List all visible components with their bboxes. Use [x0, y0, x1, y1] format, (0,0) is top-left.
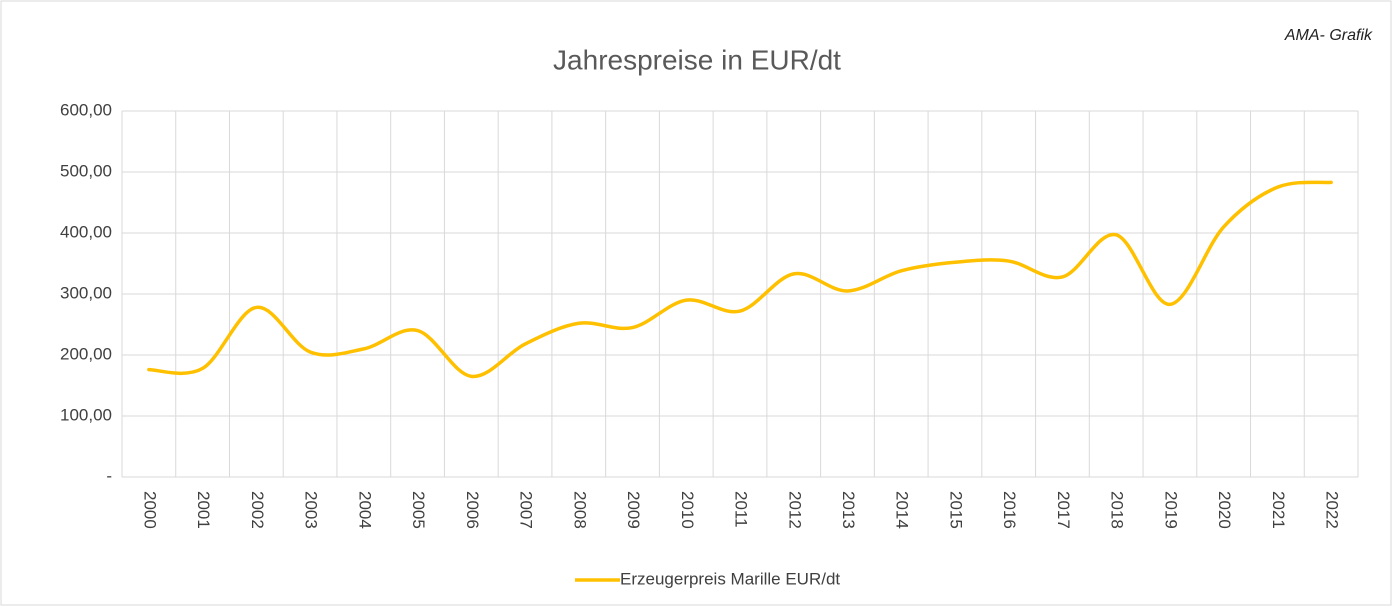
x-tick-label: 2012	[785, 491, 804, 529]
x-tick-label: 2003	[302, 491, 321, 529]
x-tick-label: 2004	[355, 491, 374, 529]
x-tick-label: 2007	[517, 491, 536, 529]
x-tick-label: 2008	[570, 491, 589, 529]
y-tick-label: -	[106, 466, 112, 485]
line	[147, 180, 1333, 379]
x-tick-label: 2011	[732, 491, 751, 528]
y-tick-label: 100,00	[60, 405, 112, 424]
x-tick-label: 2009	[624, 491, 643, 529]
y-tick-label: 200,00	[60, 344, 112, 363]
legend-label: Erzeugerpreis Marille EUR/dt	[620, 569, 840, 588]
x-tick-label: 2002	[248, 491, 267, 529]
x-tick-label: 2001	[194, 491, 213, 529]
x-tick-label: 2014	[893, 491, 912, 529]
x-tick-label: 2006	[463, 491, 482, 529]
x-tick-label: 2018	[1108, 491, 1127, 529]
x-tick-label: 2022	[1323, 491, 1342, 529]
x-tick-label: 2010	[678, 491, 697, 529]
x-tick-label: 2020	[1215, 491, 1234, 529]
x-tick-label: 2019	[1161, 491, 1180, 529]
x-tick-label: 2005	[409, 491, 428, 529]
x-tick-label: 2013	[839, 491, 858, 529]
x-tick-label: 2021	[1269, 491, 1288, 529]
y-tick-label: 600,00	[60, 100, 112, 119]
y-tick-label: 300,00	[60, 283, 112, 302]
x-tick-label: 2017	[1054, 491, 1073, 529]
x-tick-label: 2016	[1000, 491, 1019, 529]
y-tick-label: 400,00	[60, 222, 112, 241]
y-tick-label: 500,00	[60, 161, 112, 180]
x-tick-label: 2015	[946, 491, 965, 529]
annotation: AMA- Grafik	[1284, 27, 1373, 44]
chart-title: Jahrespreise in EUR/dt	[553, 44, 841, 75]
x-tick-label: 2000	[140, 491, 159, 529]
